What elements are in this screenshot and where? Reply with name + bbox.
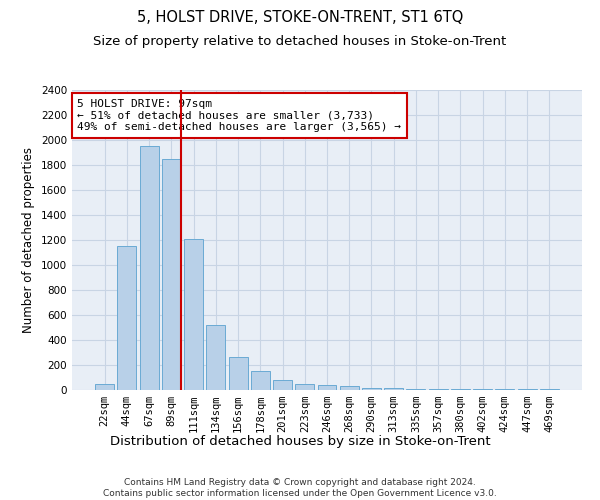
Bar <box>251 371 270 390</box>
Text: 5 HOLST DRIVE: 97sqm
← 51% of detached houses are smaller (3,733)
49% of semi-de: 5 HOLST DRIVE: 97sqm ← 51% of detached h… <box>77 99 401 132</box>
Text: Size of property relative to detached houses in Stoke-on-Trent: Size of property relative to detached ho… <box>94 35 506 48</box>
Text: 5, HOLST DRIVE, STOKE-ON-TRENT, ST1 6TQ: 5, HOLST DRIVE, STOKE-ON-TRENT, ST1 6TQ <box>137 10 463 25</box>
Bar <box>162 159 181 390</box>
Bar <box>362 388 381 390</box>
Bar <box>295 384 314 390</box>
Text: Contains HM Land Registry data © Crown copyright and database right 2024.
Contai: Contains HM Land Registry data © Crown c… <box>103 478 497 498</box>
Text: Distribution of detached houses by size in Stoke-on-Trent: Distribution of detached houses by size … <box>110 435 490 448</box>
Bar <box>384 388 403 390</box>
Bar <box>229 357 248 390</box>
Bar <box>340 386 359 390</box>
Bar <box>429 389 448 390</box>
Bar <box>95 384 114 390</box>
Y-axis label: Number of detached properties: Number of detached properties <box>22 147 35 333</box>
Bar <box>406 389 425 390</box>
Bar <box>118 246 136 390</box>
Bar <box>140 146 158 390</box>
Bar <box>206 325 225 390</box>
Bar <box>184 239 203 390</box>
Bar <box>273 380 292 390</box>
Bar <box>317 385 337 390</box>
